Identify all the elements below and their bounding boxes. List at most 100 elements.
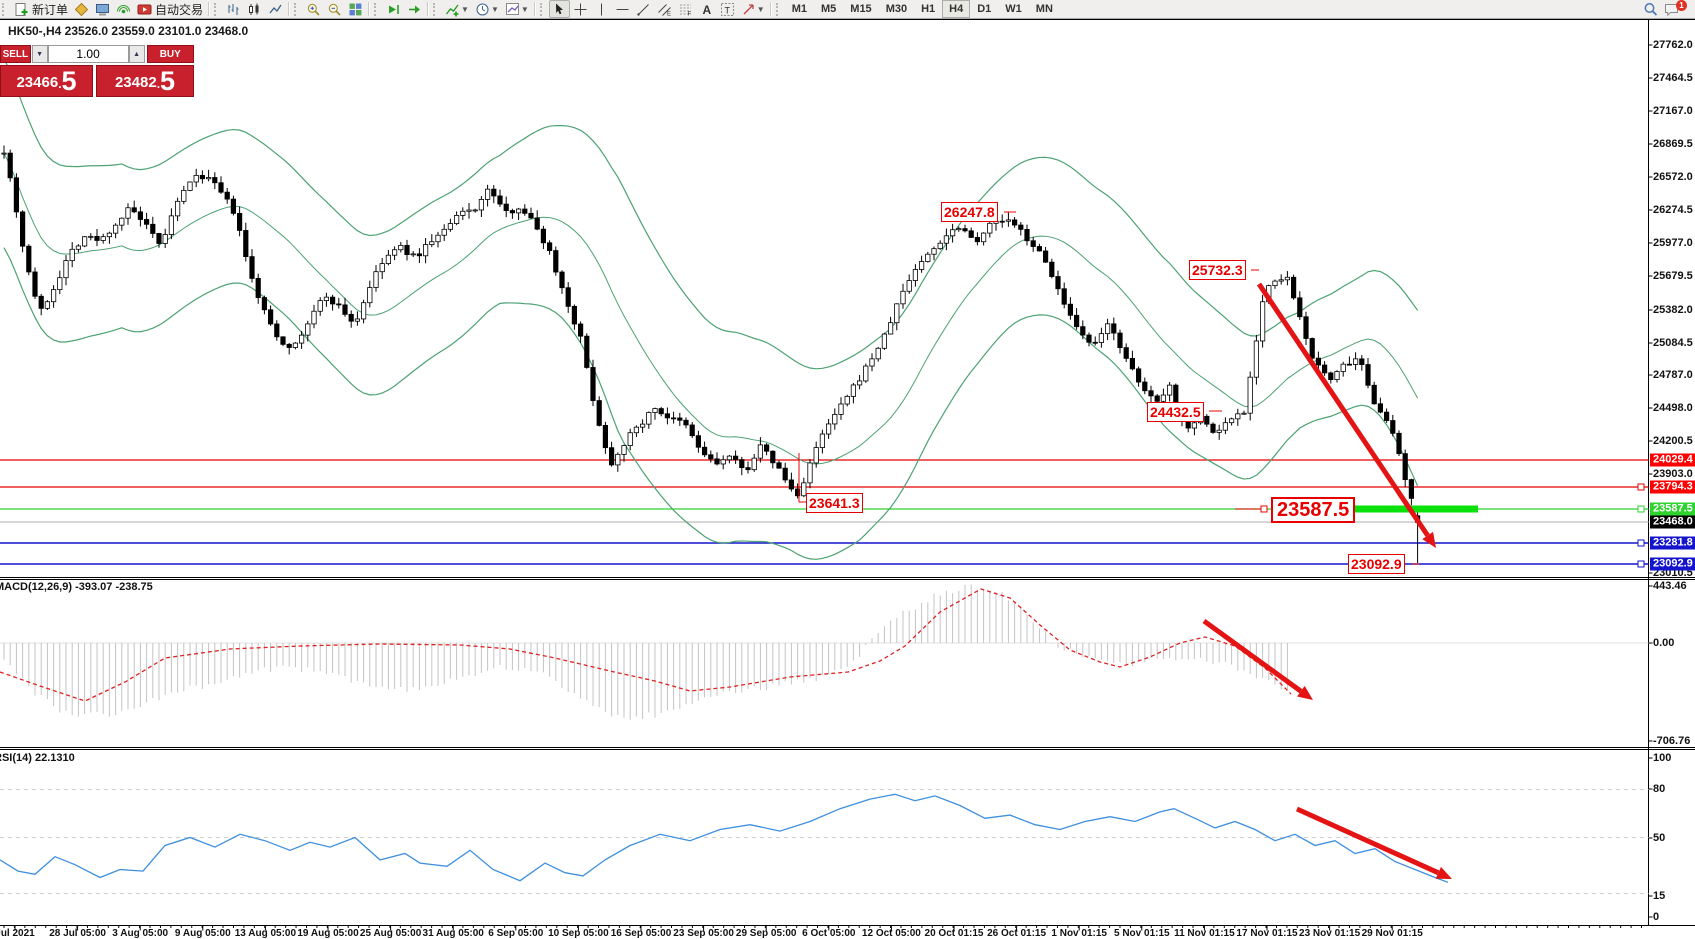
periods-button[interactable]: ▼	[472, 0, 502, 18]
toolbar-separator	[427, 2, 430, 16]
toolbar-grip[interactable]	[775, 2, 783, 16]
text-button[interactable]: A	[696, 0, 717, 18]
market-watch-button[interactable]	[92, 0, 113, 18]
svg-text:T: T	[724, 5, 730, 15]
timeframe-w1-button[interactable]: W1	[1005, 3, 1022, 15]
zoom-in-icon	[307, 3, 320, 16]
toolbar-grip[interactable]	[214, 2, 221, 16]
text-a-icon: A	[702, 3, 711, 17]
tile-windows-button[interactable]	[345, 0, 366, 18]
new-order-button-label: 新订单	[32, 2, 69, 17]
toolbar-separator	[368, 2, 371, 16]
tiles-icon	[349, 3, 362, 15]
candle-chart-button[interactable]	[244, 0, 265, 18]
timeframe-m15-button[interactable]: M15	[850, 3, 872, 15]
timeframe-h4-button[interactable]: H4	[942, 0, 971, 18]
cursor-icon	[555, 3, 563, 14]
shapes-icon	[743, 3, 754, 14]
toolbar-grip[interactable]	[433, 2, 440, 16]
bar-chart-button[interactable]	[223, 0, 244, 18]
fib-icon: F	[679, 4, 691, 17]
volume-down-button[interactable]: ▼	[31, 45, 48, 63]
chart-candles-icon	[249, 3, 259, 15]
sell-button[interactable]: SELL	[0, 45, 31, 63]
toolbar-separator	[769, 2, 772, 16]
auto-trading-icon	[137, 4, 152, 14]
new-order-icon	[15, 2, 28, 16]
arrows-button[interactable]: ▼	[738, 0, 768, 18]
sell-price-base: 23466	[16, 74, 59, 91]
auto-trading-button[interactable]: 自动交易	[134, 0, 206, 18]
channel-icon: E	[657, 3, 671, 17]
buy-price[interactable]: 23482. 5	[96, 65, 194, 97]
chart-line-icon	[269, 4, 282, 13]
timeframe-m30-button[interactable]: M30	[885, 3, 908, 15]
volume-up-button[interactable]: ▲	[128, 45, 145, 63]
crosshair-button[interactable]	[570, 0, 591, 18]
chevron-down-icon[interactable]: ▼	[520, 4, 529, 14]
one-click-trading-panel: SELL ▼ 1.00 ▲ BUY 23466. 5 23482. 5	[0, 45, 194, 97]
zoom-out-button[interactable]	[324, 0, 345, 18]
chevron-down-icon[interactable]: ▼	[461, 4, 469, 14]
indicators-icon	[445, 4, 459, 16]
monitor-icon	[96, 3, 110, 15]
clock-icon	[476, 3, 489, 15]
search-button[interactable]	[1640, 0, 1661, 18]
indicators-button[interactable]: ▼	[442, 0, 472, 18]
toolbar-grip[interactable]	[294, 2, 301, 16]
toolbar-grip[interactable]	[539, 2, 547, 16]
search-icon	[1644, 2, 1658, 16]
buy-button[interactable]: BUY	[146, 45, 194, 63]
sell-price-dot: .	[58, 77, 62, 91]
chart-shift-button[interactable]	[404, 0, 425, 18]
equidistant-channel-button[interactable]: E	[654, 0, 675, 18]
vertical-line-button[interactable]	[591, 0, 612, 18]
zoom-out-icon	[328, 3, 341, 16]
buy-price-dot: .	[156, 77, 161, 91]
toolbar-separator	[533, 2, 536, 16]
fibonacci-button[interactable]: F	[675, 0, 696, 18]
horizontal-line-button[interactable]	[612, 0, 633, 18]
crosshair-icon	[574, 3, 587, 15]
text-label-button[interactable]: T	[717, 0, 738, 18]
timeframe-m1-button[interactable]: M1	[791, 3, 807, 15]
volume-input[interactable]: 1.00	[47, 45, 129, 63]
svg-text:F: F	[687, 11, 691, 17]
toolbar-grip[interactable]	[2, 2, 9, 16]
toolbar: 新订单 自动交易 ▼ ▼ ▼ E F A T ▼ M1 M5 M15 M30 H1 H4 D1 W1 MN 1	[0, 0, 1695, 19]
toolbar-separator	[288, 2, 291, 16]
trendline-button[interactable]	[633, 0, 654, 18]
notification-badge: 1	[1676, 0, 1687, 11]
hline-icon	[616, 8, 629, 10]
svg-text:E: E	[667, 11, 671, 17]
auto-scroll-button[interactable]	[383, 0, 404, 18]
buy-price-big-digit: 5	[160, 66, 176, 96]
chevron-down-icon[interactable]: ▼	[490, 4, 499, 14]
buy-price-base: 23482	[114, 74, 157, 91]
new-order-button[interactable]: 新订单	[11, 0, 71, 18]
trendline-icon	[637, 3, 649, 16]
timeframe-h1-button[interactable]: H1	[921, 3, 936, 15]
toolbar-grip[interactable]	[374, 2, 381, 16]
zoom-in-button[interactable]	[303, 0, 324, 18]
cursor-button[interactable]	[548, 0, 570, 18]
sell-price[interactable]: 23466. 5	[0, 65, 94, 97]
metaeditor-button[interactable]	[71, 0, 92, 18]
timeframe-m5-button[interactable]: M5	[821, 3, 837, 15]
auto-trading-button-label: 自动交易	[155, 2, 204, 17]
toolbar-right: 1	[1640, 0, 1693, 18]
svg-text:A: A	[702, 3, 711, 17]
auto-scroll-icon	[389, 4, 399, 14]
timeframe-mn-button[interactable]: MN	[1035, 3, 1053, 15]
signal-icon	[117, 4, 131, 13]
templates-button[interactable]: ▼	[502, 0, 532, 18]
gold-cube-icon	[74, 2, 89, 16]
chevron-down-icon[interactable]: ▼	[756, 4, 765, 14]
line-chart-button[interactable]	[265, 0, 286, 18]
signals-button[interactable]	[113, 0, 134, 18]
chart-bars-icon	[228, 3, 239, 15]
timeframe-d1-button[interactable]: D1	[977, 3, 992, 15]
chart-shift-icon	[409, 5, 421, 13]
